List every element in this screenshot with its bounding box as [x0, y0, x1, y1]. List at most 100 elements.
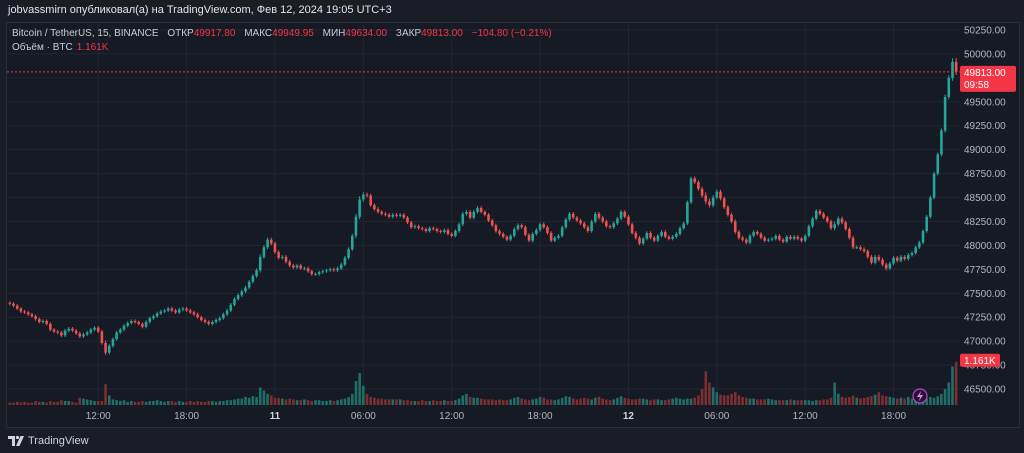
volume-bar: [822, 399, 825, 405]
legend-volume-row: Объём · BTC 1.161K: [12, 41, 552, 55]
candle-body: [107, 345, 111, 353]
volume-bar: [292, 399, 295, 405]
candle-body: [616, 218, 619, 224]
volume-bar: [678, 398, 682, 405]
volume-bar: [910, 398, 914, 405]
volume-bar: [163, 401, 166, 405]
y-tick-label: 49000.00: [964, 145, 1006, 156]
candle-body: [417, 226, 420, 229]
volume-bar: [549, 399, 553, 405]
volume-bar: [266, 393, 269, 405]
volume-bar: [590, 399, 593, 405]
candle-body: [848, 229, 851, 238]
candle-body: [133, 321, 137, 323]
candle-body: [222, 314, 225, 319]
volume-bar: [30, 402, 34, 405]
candle-body: [501, 233, 505, 237]
candle-body: [513, 229, 516, 236]
volume-bar: [689, 398, 693, 405]
volume-bar: [310, 401, 314, 405]
volume-bar: [516, 397, 520, 405]
volume-bar: [133, 401, 137, 405]
candle-body: [12, 303, 15, 306]
volume-bar: [306, 400, 310, 405]
candle-body: [520, 225, 523, 228]
candle-body: [339, 264, 343, 269]
volume-bar: [369, 397, 372, 405]
volume-bar: [424, 401, 428, 405]
candle-body: [406, 217, 409, 223]
candle-body: [704, 195, 708, 202]
candle-body: [233, 299, 236, 305]
candle-body: [387, 214, 391, 217]
volume-bar: [468, 397, 472, 405]
candle-body: [700, 188, 704, 196]
volume-bar: [656, 399, 660, 405]
volume-bar: [159, 401, 163, 405]
candle-body: [903, 256, 906, 259]
candle-body: [310, 271, 314, 275]
candle-body: [328, 269, 332, 271]
y-tick-label: 47500.00: [964, 289, 1006, 300]
volume-bar: [15, 401, 19, 405]
volume-bar: [833, 382, 836, 405]
x-tick-label: 18:00: [881, 411, 906, 422]
candle-body: [862, 249, 866, 252]
volume-bar: [67, 401, 71, 405]
candle-body: [96, 327, 100, 332]
candle-body: [306, 268, 310, 272]
candle-body: [317, 272, 321, 275]
candle-body: [630, 224, 634, 233]
volume-bar: [262, 390, 266, 405]
candle-body: [822, 213, 825, 218]
volume-bar: [350, 393, 354, 405]
candle-body: [303, 268, 306, 270]
volume-bar: [152, 401, 155, 405]
volume-bar: [538, 397, 542, 405]
volume-bar: [594, 397, 597, 405]
candle-body: [424, 229, 428, 232]
volume-bar: [461, 395, 465, 405]
volume-bar: [362, 385, 365, 405]
volume-bar: [796, 400, 800, 405]
volume-bar: [932, 397, 936, 405]
footer-brand[interactable]: TradingView: [8, 433, 89, 449]
volume-bar: [277, 397, 280, 405]
y-tick-label: 50250.00: [964, 26, 1006, 37]
candle-body: [100, 331, 104, 344]
candle-body: [564, 219, 568, 228]
candle-body: [686, 202, 689, 224]
candle-body: [85, 332, 89, 335]
volume-bar: [542, 397, 546, 405]
volume-bar: [730, 393, 733, 405]
legend-symbol: Bitcoin / TetherUS, 15, BINANCE: [12, 28, 159, 39]
volume-bar: [722, 395, 726, 405]
candle-body: [247, 281, 251, 288]
candle-body: [844, 222, 847, 230]
volume-bar: [89, 400, 93, 405]
volume-bar: [494, 400, 498, 405]
candle-body: [240, 291, 244, 296]
grid-lines: [8, 24, 960, 404]
volume-bar: [774, 400, 778, 405]
volume-bar: [141, 401, 144, 405]
volume-bar: [96, 401, 100, 405]
volume-bar: [409, 401, 413, 405]
volume-bar: [63, 401, 67, 405]
candle-body: [152, 316, 155, 319]
candle-body: [531, 233, 534, 241]
tradingview-logo-icon: [8, 435, 24, 446]
volume-bar: [763, 399, 766, 405]
chart-panel[interactable]: [6, 22, 1020, 428]
candle-body: [498, 231, 501, 234]
volume-bar: [535, 398, 538, 405]
volume-bar: [41, 401, 45, 405]
candle-body: [119, 329, 122, 333]
candle-body: [299, 265, 303, 269]
legend-close-value: 49813.00: [421, 28, 463, 39]
candle-body: [362, 194, 365, 200]
candle-body: [439, 231, 442, 233]
candle-body: [192, 312, 196, 315]
lightning-icon[interactable]: [912, 388, 928, 404]
